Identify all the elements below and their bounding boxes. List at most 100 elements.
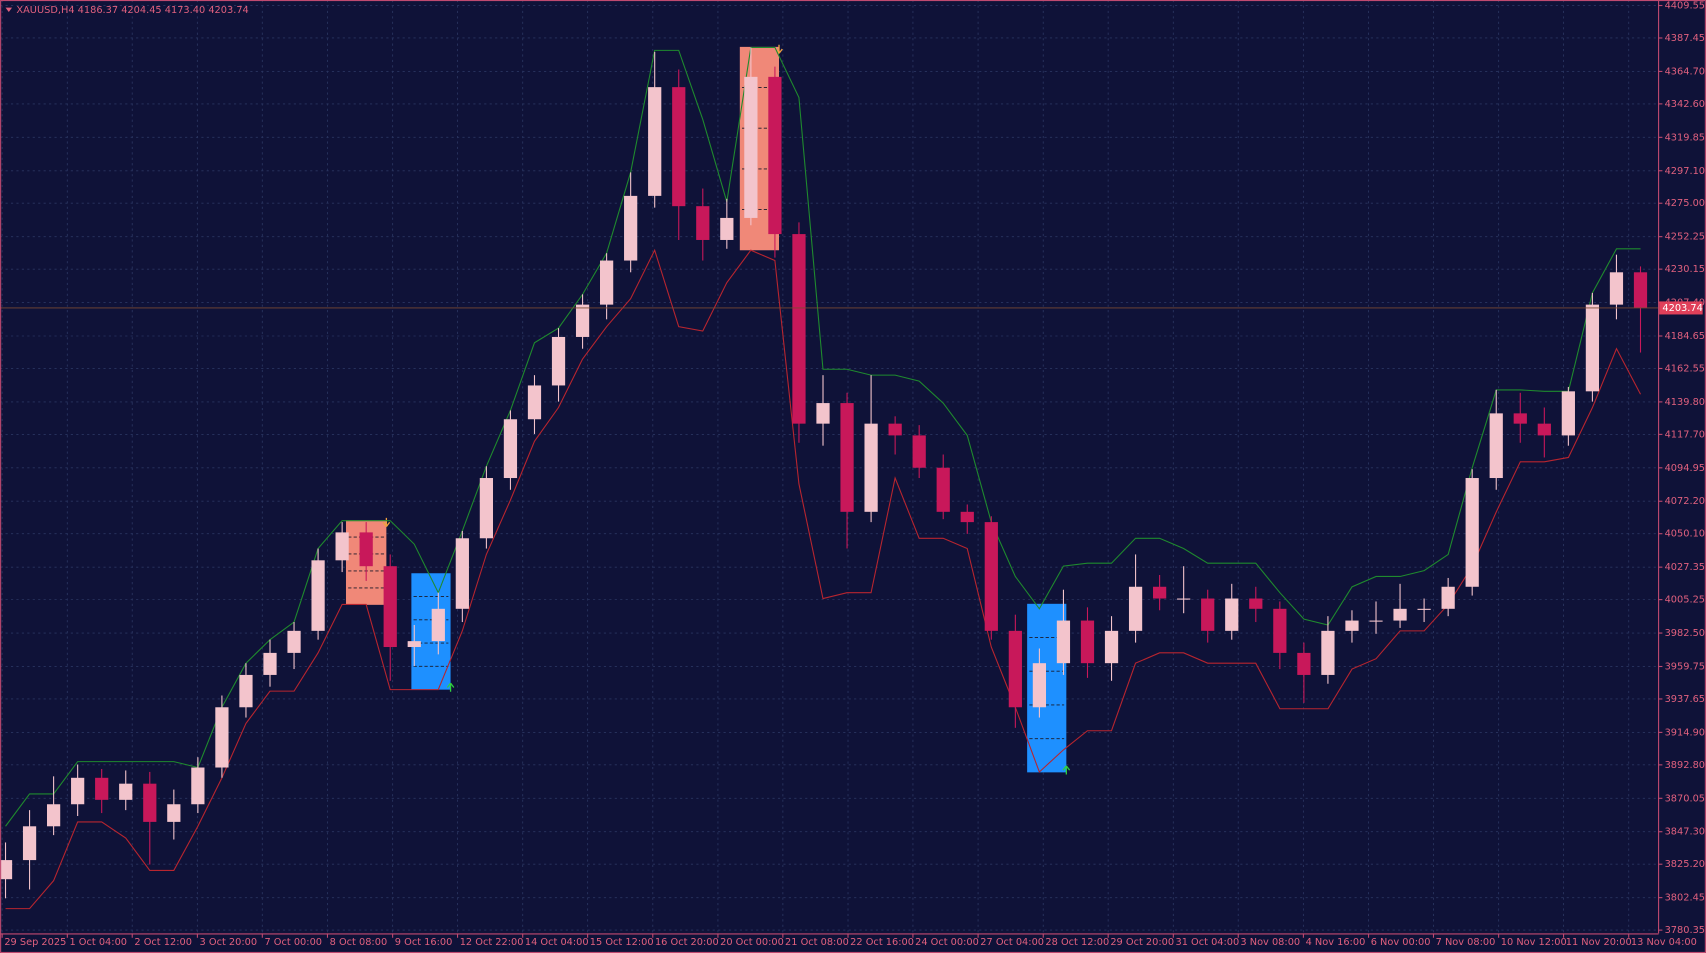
candle-body [551,336,566,386]
candle-body [383,566,397,648]
candle-body [239,674,253,708]
buy-arrow [1062,765,1071,775]
x-tick-label: 10 Nov 12:00 [1501,937,1567,948]
candle-body [672,87,686,207]
current-price-tag [1659,301,1703,315]
y-tick-label: 3892.80 [1665,760,1705,771]
y-tick-label: 4252.25 [1665,232,1705,243]
candle-body [1345,620,1359,631]
candle-body [1225,598,1239,631]
candle-body [335,532,349,561]
candle-body [527,385,542,420]
x-tick-label: 24 Oct 00:00 [915,937,979,948]
candle-body [888,423,902,436]
candle-body [600,260,614,305]
candle-body [816,403,830,424]
grid [0,0,1659,934]
y-tick-label: 3802.45 [1665,893,1705,904]
candle-body [1249,598,1263,609]
y-tick-label: 4005.25 [1665,595,1705,606]
x-tick-label: 14 Oct 04:00 [525,937,589,948]
candle-body [407,641,421,648]
candle-body [1273,608,1287,653]
x-tick-label: 7 Oct 00:00 [264,937,322,948]
candle-body [744,76,758,218]
x-tick-label: 3 Oct 20:00 [200,937,258,948]
candle-body [359,532,373,567]
candle-body [696,206,710,240]
x-tick-label: 29 Sep 2025 [4,937,66,948]
x-tick-label: 4 Nov 16:00 [1306,937,1366,948]
y-tick-label: 4275.00 [1665,198,1705,209]
candle-body [1609,272,1624,305]
candle-body [1513,413,1527,424]
y-tick-label: 4364.70 [1665,66,1705,77]
candle-body [167,804,181,822]
candle-body [1465,478,1479,587]
candle-body [840,403,854,512]
y-tick-label: 4094.95 [1665,463,1705,474]
buy-arrow [446,682,455,692]
candle-body [1080,620,1095,664]
candle-body [1561,391,1575,436]
candle-body [1537,423,1551,436]
candle-body [119,783,133,800]
y-tick-label: 4184.65 [1665,331,1705,342]
y-tick-label: 3914.90 [1665,727,1705,738]
candle-body [864,423,878,512]
candle-body [768,76,782,235]
candle-body [624,195,638,261]
candle-body [431,608,445,642]
x-tick-label: 3 Nov 08:00 [1240,937,1300,948]
candle-body [503,419,518,479]
candle-body [1633,272,1648,308]
x-tick-label: 12 Oct 22:00 [460,937,524,948]
candle-body [71,777,85,805]
x-tick-label: 20 Oct 00:00 [720,937,784,948]
candle-body [1153,586,1167,599]
x-tick-label: 22 Oct 16:00 [850,937,914,948]
candle-body [1297,652,1311,675]
y-tick-label: 4162.55 [1665,363,1705,374]
menu-triangle[interactable] [5,7,13,12]
candle-body [1201,598,1215,631]
plot-area [0,44,1659,910]
candle-body [479,478,494,539]
x-tick-label: 9 Oct 16:00 [395,937,453,948]
candle-body [143,783,157,822]
candle-body [912,435,926,468]
y-tick-label: 3982.50 [1665,628,1705,639]
candle-body [95,777,109,800]
x-tick-label: 21 Oct 08:00 [785,937,849,948]
candle-body [287,630,301,653]
candle-body [1585,304,1600,392]
y-tick-label: 4319.85 [1665,132,1705,143]
x-tick-label: 31 Oct 04:00 [1176,937,1240,948]
y-tick-label: 4387.45 [1665,33,1705,44]
x-tick-label: 29 Oct 20:00 [1110,937,1174,948]
y-tick-label: 4117.70 [1665,429,1705,440]
candle-body [46,804,61,827]
x-tick-label: 16 Oct 20:00 [655,937,719,948]
y-tick-label: 3937.65 [1665,694,1705,705]
x-tick-label: 2 Oct 12:00 [134,937,192,948]
candle-body [1369,620,1383,622]
candle-body [648,87,662,196]
x-tick-label: 1 Oct 04:00 [69,937,127,948]
y-tick-label: 3959.75 [1665,661,1705,672]
candle-body [792,234,806,424]
y-tick-label: 3847.30 [1665,827,1705,838]
candle-body [1128,586,1143,631]
candle-body [22,826,37,861]
candle-body [1104,630,1119,664]
lower-band [5,248,1642,910]
chart-title: XAUUSD,H4 4186.37 4204.45 4173.40 4203.7… [16,5,248,16]
x-tick-label: 6 Nov 00:00 [1371,937,1431,948]
y-tick-label: 4139.80 [1665,397,1705,408]
y-tick-label: 4297.10 [1665,166,1705,177]
candle-body [1032,663,1047,708]
candle-body [311,560,325,631]
candle-body [1417,608,1431,610]
